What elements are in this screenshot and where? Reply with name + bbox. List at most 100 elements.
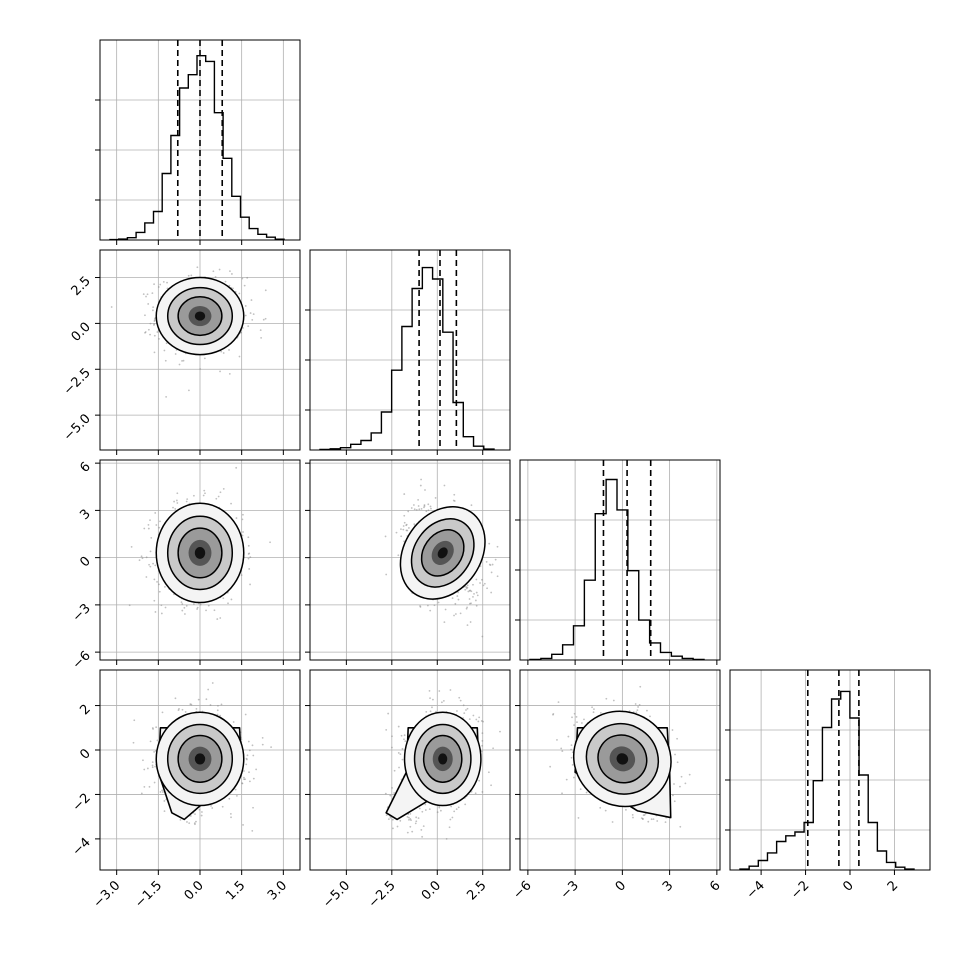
data-point [420, 829, 423, 831]
data-point [220, 703, 223, 706]
data-point [165, 342, 168, 345]
data-point [130, 546, 133, 548]
data-point [186, 821, 188, 823]
data-point [152, 562, 154, 565]
data-point [464, 588, 467, 591]
data-point [475, 591, 478, 594]
data-point [421, 810, 424, 813]
data-point [155, 524, 158, 526]
data-point [228, 284, 231, 287]
y-tick-label: 0 [77, 554, 93, 570]
data-point [174, 697, 177, 700]
data-point [243, 776, 245, 779]
data-point [457, 806, 460, 809]
data-point [202, 494, 205, 497]
data-point [242, 531, 244, 533]
data-point [396, 825, 399, 828]
data-point [455, 808, 458, 811]
data-point [174, 508, 177, 510]
data-point [243, 284, 246, 287]
data-point [244, 305, 247, 307]
data-point [475, 604, 478, 607]
data-point [420, 478, 422, 481]
panel-frame [729, 669, 931, 871]
data-point [429, 505, 432, 508]
data-point [479, 704, 482, 707]
data-point [635, 711, 638, 714]
data-point [249, 583, 251, 586]
data-point [246, 754, 249, 757]
data-point [592, 711, 595, 714]
data-point [429, 697, 431, 700]
data-point [264, 317, 267, 320]
data-point [232, 721, 235, 723]
data-point [391, 735, 393, 738]
contour-line [194, 547, 206, 559]
data-point [418, 807, 421, 810]
histogram-panel-1 [305, 249, 511, 455]
data-point [456, 710, 458, 712]
data-point [652, 818, 655, 821]
y-tick-label: −3 [70, 601, 94, 625]
data-point [164, 585, 166, 588]
y-tick-label: −5.0 [61, 411, 94, 444]
data-point [565, 778, 568, 781]
data-point [402, 528, 405, 531]
data-point [673, 800, 676, 803]
data-point [156, 739, 159, 742]
data-point [160, 612, 163, 615]
data-point [442, 699, 445, 702]
data-point [243, 770, 245, 772]
data-point [252, 806, 254, 809]
data-point [181, 603, 184, 605]
data-point [481, 791, 484, 793]
data-point [212, 270, 215, 273]
x-tick-label: 3 [660, 878, 676, 894]
data-point [679, 785, 681, 788]
data-point [466, 606, 468, 609]
data-point [244, 713, 247, 716]
data-point [556, 739, 558, 741]
data-point [153, 578, 156, 581]
data-point [151, 727, 154, 729]
data-point [248, 568, 251, 570]
data-point [403, 734, 406, 737]
data-point [220, 350, 223, 353]
data-point [428, 808, 431, 811]
data-point [481, 732, 484, 735]
data-point [172, 506, 174, 509]
data-point [247, 740, 250, 743]
data-point [426, 604, 429, 607]
x-tick-label: −3.0 [91, 878, 124, 911]
data-point [466, 584, 469, 587]
data-point [251, 318, 254, 321]
data-point [222, 487, 225, 490]
data-point [156, 331, 159, 333]
data-point [494, 558, 497, 561]
data-point [228, 797, 231, 800]
data-point [438, 806, 441, 809]
data-point [229, 270, 231, 273]
data-point [577, 817, 580, 819]
data-point [153, 334, 156, 337]
data-point [591, 706, 593, 709]
data-point [144, 331, 146, 334]
data-point [241, 518, 244, 521]
data-point [181, 609, 184, 612]
data-point [148, 785, 151, 788]
data-point [404, 740, 407, 743]
data-point [149, 333, 151, 336]
data-point [459, 699, 462, 702]
data-point [227, 602, 229, 605]
data-point [159, 283, 162, 286]
data-point [451, 816, 454, 819]
data-point [463, 712, 466, 715]
data-point [571, 764, 574, 766]
data-point [160, 604, 163, 607]
data-point [164, 359, 167, 362]
data-point [468, 718, 471, 721]
data-point [405, 529, 408, 532]
data-point [453, 810, 456, 813]
data-point [561, 750, 564, 753]
data-point [249, 312, 252, 314]
